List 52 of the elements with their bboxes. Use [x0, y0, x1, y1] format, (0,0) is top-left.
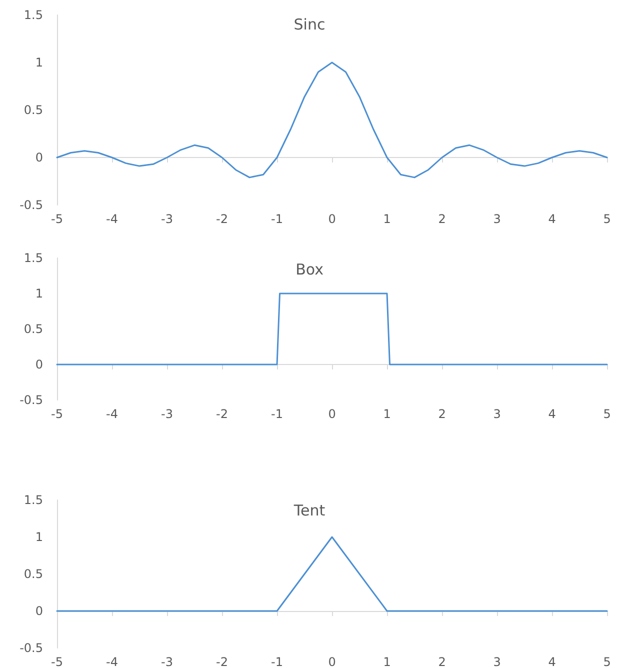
- y-tick-label: 0: [35, 604, 43, 618]
- x-tick-label: 5: [603, 212, 611, 226]
- x-tick-label: 2: [438, 655, 446, 668]
- x-tick-label: -5: [51, 407, 63, 421]
- y-tick-label: 0.5: [24, 103, 43, 117]
- x-tick-label: -5: [51, 212, 63, 226]
- y-tick-label: 0.5: [24, 322, 43, 336]
- x-tick-label: -5: [51, 655, 63, 668]
- y-tick-label: 0.5: [24, 567, 43, 581]
- x-tick-label: 4: [548, 212, 556, 226]
- x-tick-label: 3: [493, 407, 501, 421]
- x-tick-label: -2: [216, 407, 228, 421]
- x-tick-label: 0: [328, 212, 336, 226]
- x-tick-label: -3: [161, 407, 173, 421]
- x-tick-label: 5: [603, 655, 611, 668]
- x-tick-label: 4: [548, 407, 556, 421]
- y-tick-label: 1: [35, 286, 43, 300]
- y-tick-label: 1: [35, 56, 43, 70]
- x-tick-label: 3: [493, 212, 501, 226]
- x-tick-label: 0: [328, 407, 336, 421]
- x-tick-label: 4: [548, 655, 556, 668]
- y-tick-label: 1.5: [24, 8, 43, 22]
- x-tick-label: -4: [106, 655, 118, 668]
- chart-title: Sinc: [294, 16, 326, 34]
- chart-title: Box: [296, 260, 324, 278]
- x-tick-label: 0: [328, 655, 336, 668]
- x-tick-label: -1: [271, 212, 283, 226]
- line-series: [56, 62, 608, 178]
- x-tick-label: 3: [493, 655, 501, 668]
- y-tick-label: -0.5: [20, 198, 43, 212]
- x-tick-label: -2: [216, 212, 228, 226]
- x-tick-label: 1: [383, 655, 391, 668]
- x-tick-label: -3: [161, 212, 173, 226]
- y-tick-label: 1.5: [24, 251, 43, 265]
- chart-title: Tent: [292, 502, 326, 520]
- x-tick-label: 5: [603, 407, 611, 421]
- y-tick-label: -0.5: [20, 393, 43, 407]
- x-tick-label: 1: [383, 407, 391, 421]
- y-tick-label: 0: [35, 150, 43, 164]
- x-tick-label: 2: [438, 212, 446, 226]
- x-tick-label: -4: [106, 407, 118, 421]
- y-tick-label: 1.5: [24, 493, 43, 507]
- x-tick-label: 1: [383, 212, 391, 226]
- x-tick-label: 2: [438, 407, 446, 421]
- x-tick-label: -4: [106, 212, 118, 226]
- x-tick-label: -1: [271, 655, 283, 668]
- x-tick-label: -2: [216, 655, 228, 668]
- y-tick-label: -0.5: [20, 641, 43, 655]
- x-tick-label: -3: [161, 655, 173, 668]
- y-tick-label: 1: [35, 530, 43, 544]
- y-tick-label: 0: [35, 358, 43, 372]
- x-tick-label: -1: [271, 407, 283, 421]
